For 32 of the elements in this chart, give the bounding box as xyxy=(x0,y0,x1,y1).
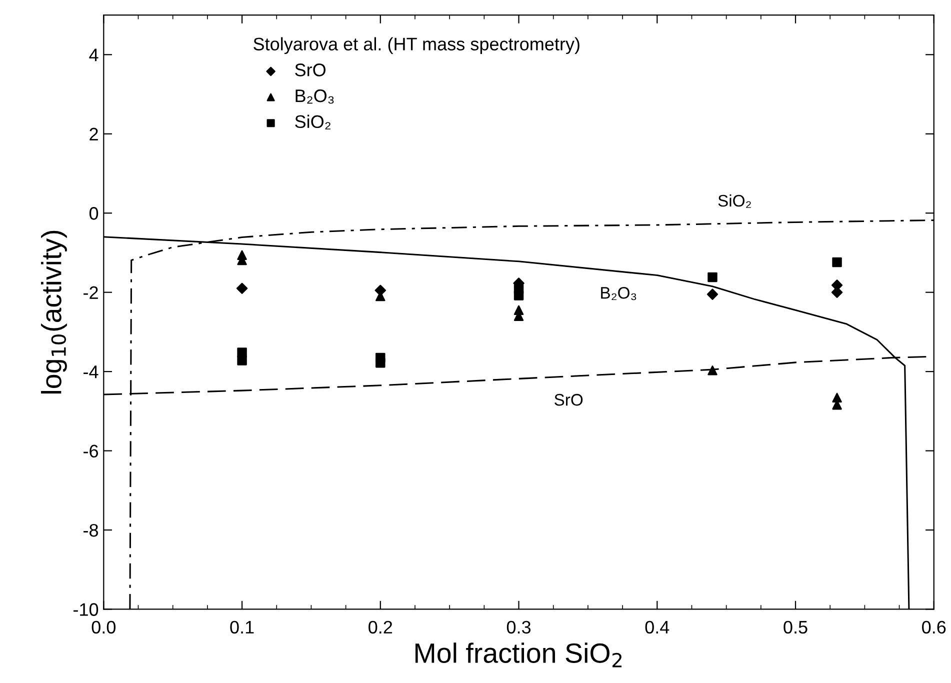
legend-label: SiO₂ xyxy=(295,114,330,130)
point xyxy=(237,356,247,366)
y-tick-label: 2 xyxy=(90,128,98,140)
y-tick-label: -8 xyxy=(84,524,98,537)
point xyxy=(832,257,842,268)
point xyxy=(708,272,718,282)
legend-label: SrO xyxy=(295,64,326,76)
y-tick-label: -10 xyxy=(74,603,98,616)
point xyxy=(376,358,386,368)
x-tick-label: 0.0 xyxy=(92,620,116,634)
y-tick-label: 0 xyxy=(89,207,98,220)
series-label: SiO₂ xyxy=(718,194,751,208)
x-axis-title: Mol fraction SiO$_{2}$ xyxy=(415,642,622,668)
series-label: B₂O₃ xyxy=(601,286,636,300)
x-tick-label: 0.4 xyxy=(645,620,670,634)
x-tick-label: 0.1 xyxy=(230,620,254,634)
series-label: SrO xyxy=(554,394,583,406)
y-tick-label: 4 xyxy=(89,48,98,62)
x-tick-label: 0.3 xyxy=(506,620,531,634)
point xyxy=(706,288,718,300)
point xyxy=(708,366,718,376)
point xyxy=(514,290,524,300)
legend-label: B₂O₃ xyxy=(296,89,334,104)
y-axis-title: log$_{10}$(activity) xyxy=(41,230,67,394)
y-tick-label: -4 xyxy=(84,366,98,378)
x-tick-label: 0.6 xyxy=(922,620,946,634)
legend-title: Stolyarova et al. (HT mass spectrometry) xyxy=(254,37,580,54)
x-tick-label: 0.2 xyxy=(368,620,392,634)
y-tick-label: -2 xyxy=(84,286,98,299)
point xyxy=(236,282,248,294)
y-tick-label: -6 xyxy=(84,444,98,458)
x-tick-label: 0.5 xyxy=(784,620,808,634)
